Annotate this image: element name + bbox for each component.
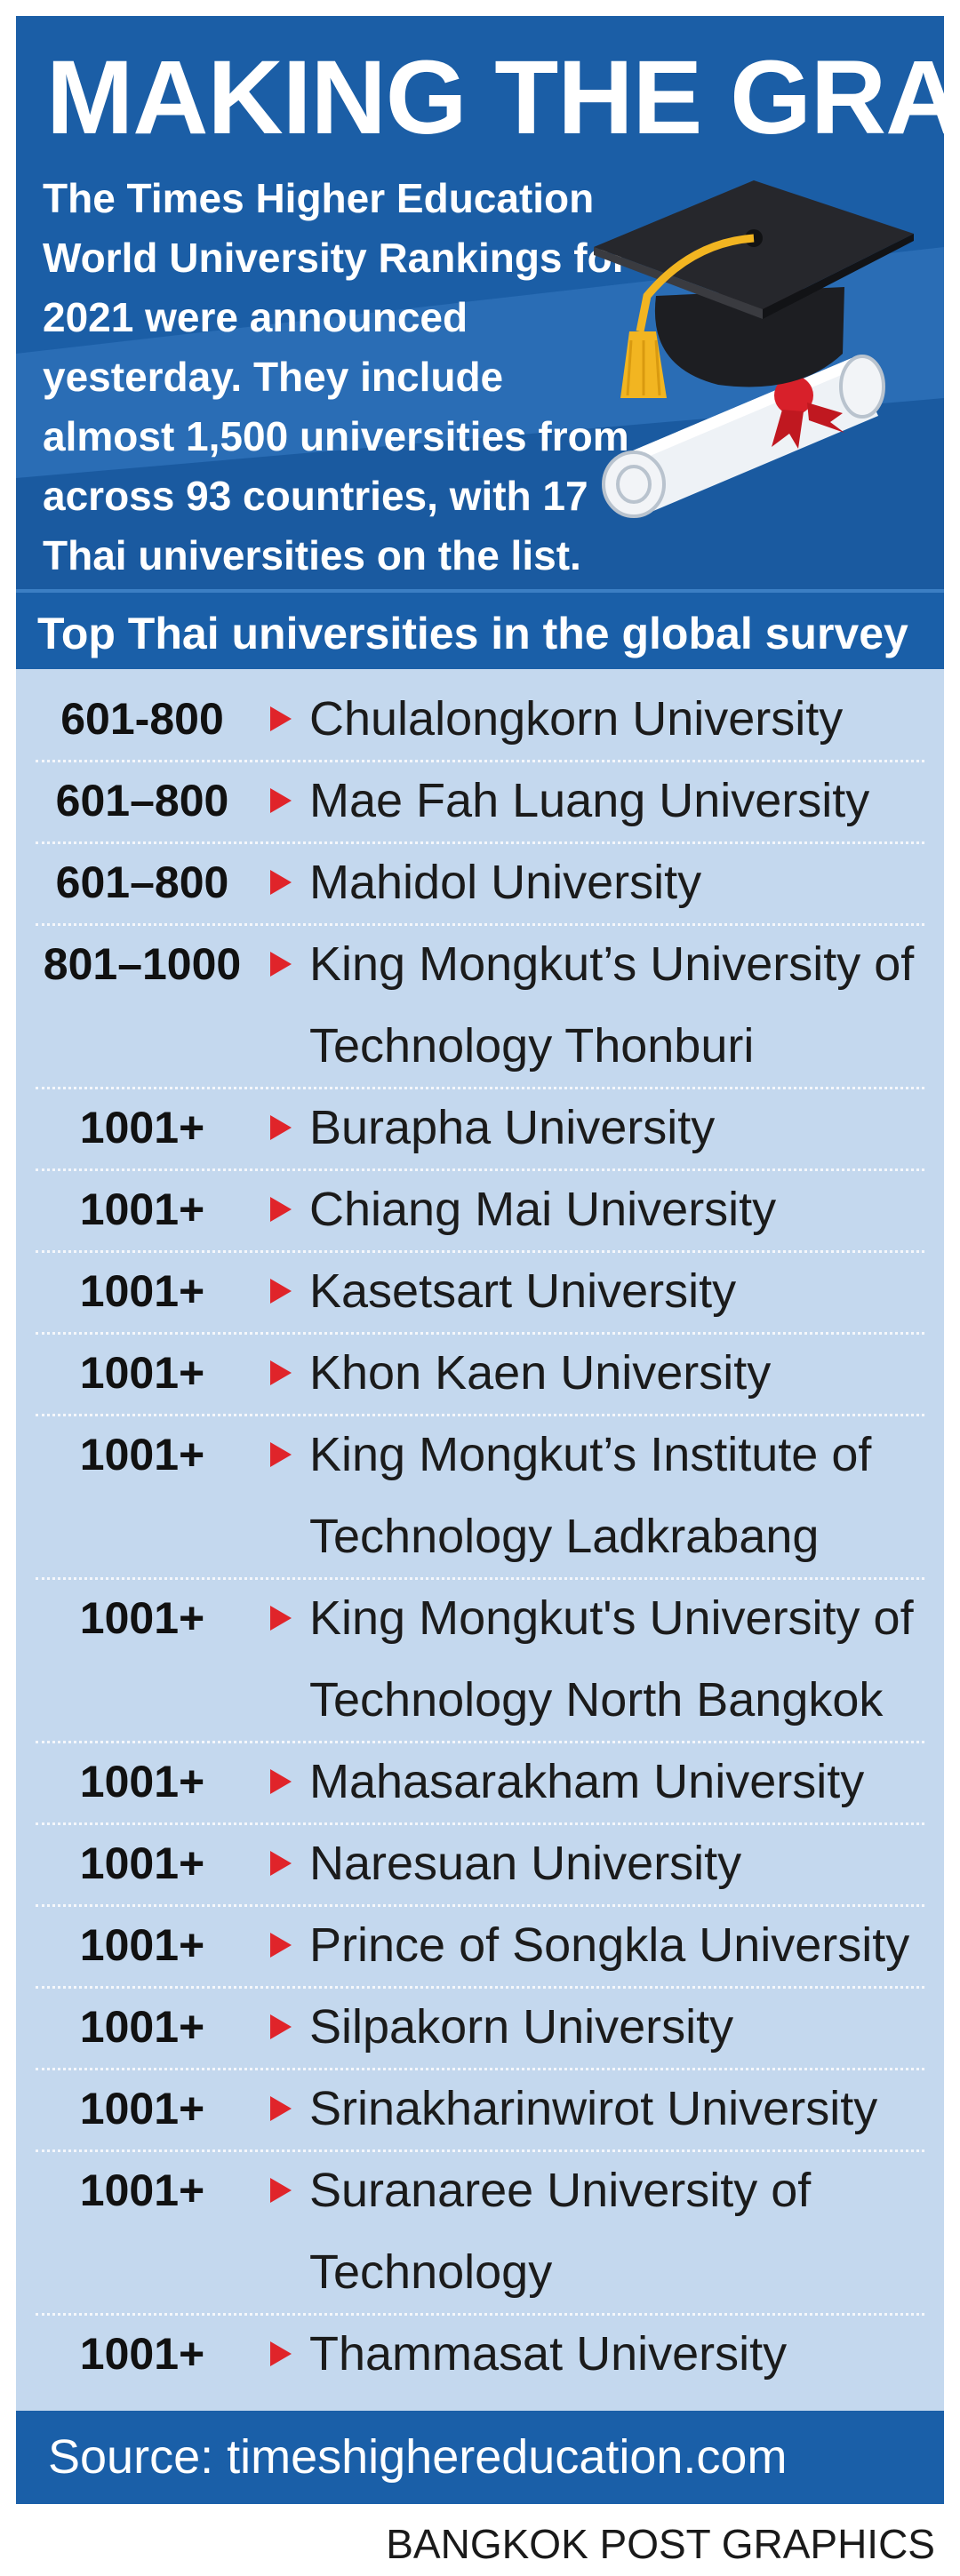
table-row: 1001+ Chiang Mai University	[16, 1168, 944, 1250]
rank-label: 1001+	[79, 1920, 205, 1970]
source-bar: Source: timeshighereducation.com	[16, 2411, 944, 2504]
university-name: King Mongkut’s Institute of Technology L…	[309, 1428, 872, 1563]
table-row: 1001+ Khon Kaen University	[16, 1332, 944, 1414]
rank-label: 1001+	[79, 1184, 205, 1234]
rank-label: 1001+	[79, 1266, 205, 1316]
row-divider	[36, 841, 924, 844]
table-row: 1001+ King Mongkut’s Institute of Technol…	[16, 1414, 944, 1577]
table-row: 1001+ Naresuan University	[16, 1822, 944, 1904]
red-arrow-icon	[270, 706, 292, 731]
header-panel: MAKING THE GRADE The Times Higher Educat…	[16, 16, 944, 589]
source-text: Source: timeshighereducation.com	[48, 2430, 788, 2484]
university-name: King Mongkut's University of Technology …	[309, 1591, 914, 1727]
university-name: Mahasarakham University	[309, 1755, 865, 1808]
red-arrow-icon	[270, 1279, 292, 1304]
rank-label: 1001+	[79, 1838, 205, 1888]
red-arrow-icon	[270, 1197, 292, 1222]
red-arrow-icon	[270, 788, 292, 813]
section-heading: Top Thai universities in the global surv…	[16, 589, 944, 669]
row-divider	[36, 1168, 924, 1171]
section-heading-text: Top Thai universities in the global surv…	[37, 609, 908, 658]
page-title: MAKING THE GRADE	[46, 39, 944, 156]
table-row: 1001+ Suranaree University of Technology	[16, 2149, 944, 2313]
red-arrow-icon	[270, 870, 292, 895]
red-arrow-icon	[270, 2341, 292, 2366]
university-name: Mae Fah Luang University	[309, 774, 870, 827]
rank-label: 601–800	[55, 857, 229, 907]
table-row: 1001+ Prince of Songkla University	[16, 1904, 944, 1986]
rank-label: 1001+	[79, 2329, 205, 2379]
row-divider	[36, 760, 924, 762]
table-row: 801–1000 King Mongkut’s University of Tec…	[16, 923, 944, 1087]
red-arrow-icon	[270, 2178, 292, 2203]
university-name: Burapha University	[309, 1101, 716, 1154]
rankings-table: 601-800 Chulalongkorn University 601–800 Ma…	[16, 669, 944, 2411]
row-divider	[36, 1414, 924, 1416]
rank-label: 1001+	[79, 1430, 205, 1479]
table-row: 601-800 Chulalongkorn University	[16, 678, 944, 760]
red-arrow-icon	[270, 1606, 292, 1631]
row-divider	[36, 923, 924, 926]
university-name: Khon Kaen University	[309, 1346, 772, 1400]
row-divider	[36, 1822, 924, 1825]
table-row: 1001+ Kasetsart University	[16, 1250, 944, 1332]
rank-label: 1001+	[79, 1348, 205, 1398]
university-name: Silpakorn University	[309, 2000, 734, 2054]
university-name: Chiang Mai University	[309, 1183, 777, 1236]
intro-text: The Times Higher Education World Univers…	[43, 175, 629, 578]
red-arrow-icon	[270, 2096, 292, 2121]
university-name: Naresuan University	[309, 1837, 742, 1890]
rank-label: 601-800	[60, 694, 224, 744]
red-arrow-icon	[270, 1115, 292, 1140]
university-name: Srinakharinwirot University	[309, 2082, 878, 2135]
rank-label: 601–800	[55, 776, 229, 825]
mortarboard	[594, 180, 914, 398]
table-row: 1001+ Silpakorn University	[16, 1986, 944, 2068]
red-arrow-icon	[270, 1360, 292, 1385]
rank-label: 1001+	[79, 1757, 205, 1806]
rank-label: 1001+	[79, 2084, 205, 2133]
red-arrow-icon	[270, 1769, 292, 1794]
diploma-icon	[602, 355, 885, 518]
university-name: Chulalongkorn University	[309, 692, 844, 746]
row-divider	[36, 2149, 924, 2152]
red-arrow-icon	[270, 1851, 292, 1876]
university-name: Suranaree University of Technology	[309, 2164, 812, 2299]
table-row: 601–800 Mahidol University	[16, 841, 944, 923]
row-divider	[36, 1741, 924, 1743]
rank-label: 1001+	[79, 2165, 205, 2215]
row-divider	[36, 1087, 924, 1089]
table-row: 1001+ Thammasat University	[16, 2313, 944, 2395]
row-divider	[36, 1332, 924, 1335]
rank-label: 1001+	[79, 1103, 205, 1152]
red-arrow-icon	[270, 2014, 292, 2039]
red-arrow-icon	[270, 952, 292, 977]
row-divider	[36, 2313, 924, 2316]
university-name: Thammasat University	[309, 2327, 788, 2381]
university-name: Kasetsart University	[309, 1264, 737, 1318]
rank-label: 801–1000	[43, 939, 242, 989]
row-divider	[36, 1250, 924, 1253]
row-divider	[36, 1577, 924, 1580]
university-name: King Mongkut’s University of Technology …	[309, 937, 915, 1073]
table-row: 601–800 Mae Fah Luang University	[16, 760, 944, 841]
table-row: 1001+ Srinakharinwirot University	[16, 2068, 944, 2149]
row-divider	[36, 2068, 924, 2070]
row-divider	[36, 1986, 924, 1989]
red-arrow-icon	[270, 1442, 292, 1467]
university-name: Prince of Songkla University	[309, 1918, 910, 1972]
table-row: 1001+ King Mongkut's University of Techno…	[16, 1577, 944, 1741]
rank-label: 1001+	[79, 2002, 205, 2052]
graduation-cap-icon	[594, 180, 914, 518]
red-arrow-icon	[270, 1933, 292, 1958]
graphics-credit: BANGKOK POST GRAPHICS	[386, 2521, 935, 2567]
table-row: 1001+ Burapha University	[16, 1087, 944, 1168]
table-row: 1001+ Mahasarakham University	[16, 1741, 944, 1822]
rank-label: 1001+	[79, 1593, 205, 1643]
university-name: Mahidol University	[309, 856, 702, 909]
row-divider	[36, 1904, 924, 1907]
